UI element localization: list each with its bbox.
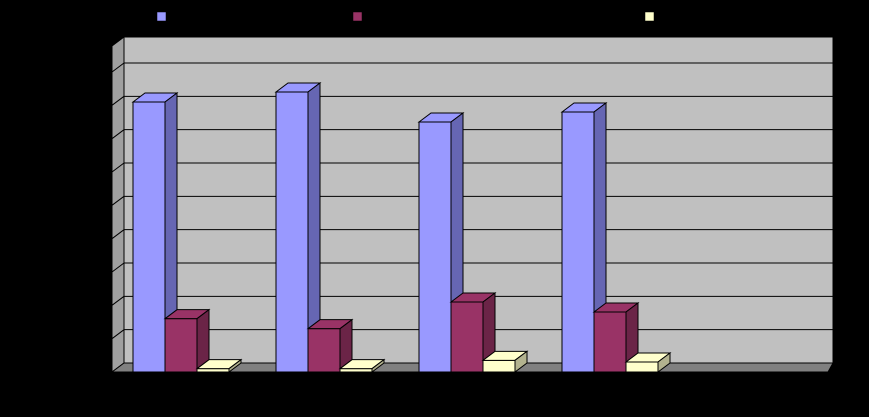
bar-side <box>514 350 528 373</box>
bar-s3-c3 <box>481 350 529 373</box>
bar-side <box>371 358 385 373</box>
bar-front <box>275 91 309 373</box>
bar-front <box>482 359 516 373</box>
bars <box>131 82 672 373</box>
gridline-side <box>111 195 125 206</box>
gridline-side <box>111 262 125 273</box>
bar-front <box>625 361 659 373</box>
legend-swatch-3 <box>644 11 655 22</box>
bar-s3-c1 <box>195 358 243 373</box>
bar-front <box>450 301 484 373</box>
bar-s1-c1 <box>131 92 179 373</box>
bar-front <box>418 121 452 373</box>
bar-s2-c1 <box>163 308 211 373</box>
bar-front <box>307 328 341 373</box>
gridline-side <box>111 95 125 106</box>
bar-front <box>561 111 595 373</box>
gridline-side <box>111 295 125 306</box>
bar-front <box>164 318 198 373</box>
legend <box>156 11 655 22</box>
gridline-side <box>111 129 125 140</box>
bar-side <box>657 352 671 373</box>
bar-s1-c4 <box>560 102 608 373</box>
gridline-side <box>111 329 125 340</box>
bar-front <box>593 311 627 373</box>
bar-front <box>132 101 166 373</box>
bar-s1-c3 <box>417 112 465 373</box>
legend-swatch-1 <box>156 11 167 22</box>
bar-s1-c2 <box>274 82 322 373</box>
gridline-side <box>111 162 125 173</box>
bar-s3-c4 <box>624 352 672 373</box>
bar-s2-c2 <box>306 318 354 373</box>
gridline-side <box>111 229 125 240</box>
bar-s3-c2 <box>338 358 386 373</box>
bar-s2-c3 <box>449 292 497 373</box>
gridlines <box>111 62 833 340</box>
gridline-side <box>111 62 125 73</box>
legend-swatch-2 <box>352 11 363 22</box>
bar-side <box>228 358 242 373</box>
